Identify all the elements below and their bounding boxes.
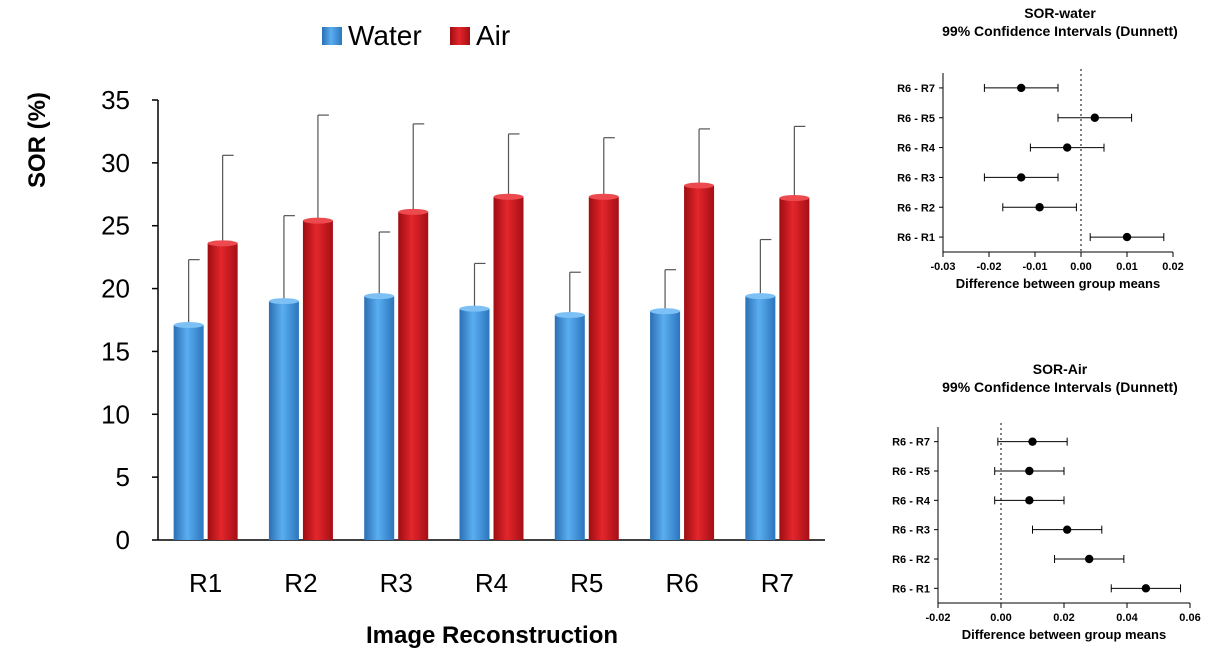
bar-top-water: [173, 322, 204, 329]
y-tick-label: 35: [101, 85, 130, 115]
bar-water: [650, 311, 681, 540]
bar-top-air: [779, 195, 810, 202]
bar-air: [779, 198, 810, 541]
legend-swatch-air: [450, 27, 470, 45]
ci-row-label: R6 - R4: [892, 495, 931, 507]
ci-x-tick-label: 0.02: [1053, 612, 1074, 624]
ci-title: SOR-Air: [1033, 361, 1088, 377]
x-tick-label: R4: [475, 568, 508, 598]
ci-title: SOR-water: [1024, 5, 1096, 21]
ci-x-tick-label: 0.00: [990, 612, 1011, 624]
ci-mean-point: [1025, 496, 1034, 505]
ci-x-tick-label: 0.06: [1179, 612, 1200, 624]
bar-top-water: [745, 293, 776, 300]
bar-water: [173, 325, 204, 540]
y-tick-label: 25: [101, 211, 130, 241]
ci-row-label: R6 - R3: [897, 172, 935, 184]
y-tick-label: 15: [101, 336, 130, 366]
bar-top-air: [398, 208, 429, 215]
y-tick-label: 20: [101, 274, 130, 304]
bar-top-air: [588, 193, 619, 200]
ci-panel-air: SOR-Air 99% Confidence Intervals (Dunnett…: [892, 361, 1201, 642]
bar-top-air: [684, 182, 715, 189]
ci-row-label: R6 - R5: [897, 113, 935, 125]
legend-label-air: Air: [476, 20, 510, 51]
ci-mean-point: [1017, 173, 1026, 182]
legend-swatch-water: [322, 27, 342, 45]
x-tick-label: R1: [189, 568, 222, 598]
ci-row-label: R6 - R3: [892, 525, 930, 537]
ci-row-label: R6 - R1: [897, 232, 935, 244]
ci-row-label: R6 - R7: [897, 83, 935, 95]
bar-water: [745, 296, 776, 540]
ci-x-axis-title: Difference between group means: [962, 627, 1166, 642]
bar-air: [398, 211, 429, 540]
ci-mean-point: [1141, 584, 1151, 593]
legend: Water Air: [322, 20, 510, 51]
y-tick-label: 5: [116, 462, 130, 492]
ci-x-tick-label: 0.01: [1116, 261, 1137, 273]
x-tick-label: R2: [284, 568, 317, 598]
ci-row-label: R6 - R7: [892, 437, 930, 449]
bar-top-air: [207, 240, 238, 247]
bar-air: [302, 220, 333, 540]
ci-subtitle: 99% Confidence Intervals (Dunnett): [942, 379, 1178, 395]
ci-subtitle: 99% Confidence Intervals (Dunnett): [942, 23, 1178, 39]
ci-row-label: R6 - R4: [897, 143, 936, 155]
y-tick-label: 30: [101, 148, 130, 178]
ci-row-label: R6 - R1: [892, 583, 930, 595]
x-axis-title: Image Reconstruction: [366, 622, 618, 649]
ci-x-tick-label: -0.03: [930, 261, 955, 273]
bar-top-air: [302, 217, 333, 224]
ci-mean-point: [1090, 113, 1099, 122]
bar-water: [554, 314, 585, 540]
ci-x-tick-label: 0.02: [1162, 261, 1183, 273]
x-tick-label: R6: [665, 568, 698, 598]
x-tick-label: R5: [570, 568, 603, 598]
legend-label-water: Water: [348, 20, 422, 51]
ci-mean-point: [1028, 437, 1037, 446]
bar-water: [268, 301, 299, 540]
y-tick-label: 10: [101, 399, 130, 429]
ci-x-tick-label: 0.00: [1070, 261, 1091, 273]
ci-panel-water: SOR-water 99% Confidence Intervals (Dunne…: [897, 5, 1184, 291]
ci-mean-point: [1025, 466, 1034, 476]
ci-x-tick-label: -0.01: [1022, 261, 1047, 273]
bar-air: [207, 243, 238, 541]
x-tick-label: R3: [380, 568, 413, 598]
ci-mean-point: [1062, 525, 1072, 534]
bar-top-water: [650, 308, 681, 315]
x-tick-label: R7: [761, 568, 794, 598]
ci-x-tick-label: -0.02: [925, 612, 950, 624]
bar-top-water: [364, 293, 395, 300]
bar-top-air: [493, 193, 524, 200]
ci-row-label: R6 - R5: [892, 466, 930, 478]
bar-chart: 0 5 10 15 20 25 30 35 R1 R2 R3 R4 R5 R6 R7 Image Recons…: [24, 20, 825, 649]
bar-water: [364, 296, 395, 540]
ci-mean-point: [1122, 232, 1132, 242]
bar-water: [459, 308, 490, 540]
ci-mean-point: [1017, 83, 1026, 93]
bar-top-water: [554, 311, 585, 318]
bar-top-water: [268, 298, 299, 305]
bar-top-water: [459, 305, 490, 312]
ci-mean-point: [1063, 143, 1072, 152]
bar-air: [588, 196, 619, 541]
y-axis-title: SOR (%): [24, 92, 51, 188]
y-tick-label: 0: [116, 525, 130, 555]
ci-x-axis-title: Difference between group means: [956, 276, 1160, 291]
ci-mean-point: [1035, 203, 1044, 212]
ci-x-tick-label: -0.02: [976, 261, 1001, 273]
ci-mean-point: [1085, 554, 1094, 564]
bar-air: [493, 196, 524, 541]
ci-row-label: R6 - R2: [897, 202, 935, 214]
bar-air: [684, 185, 715, 540]
ci-row-label: R6 - R2: [892, 554, 930, 566]
ci-x-tick-label: 0.04: [1116, 612, 1138, 624]
